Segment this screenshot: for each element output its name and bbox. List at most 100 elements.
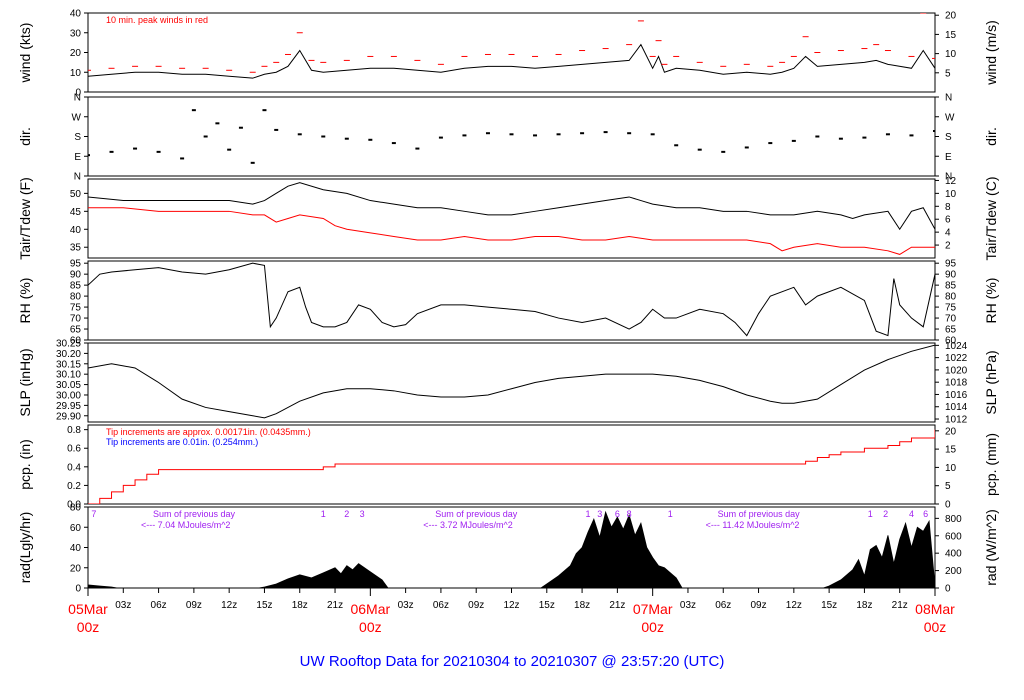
y-tick-label: 0.8: [67, 425, 81, 436]
x-tick-label: 12z: [503, 600, 519, 611]
y-axis-label: SLP (inHg): [17, 348, 33, 416]
series-line-dew: [88, 207, 935, 255]
panel-frame: [87, 424, 936, 505]
y-tick-label: 20: [70, 48, 82, 59]
x-tick-label: 09z: [468, 600, 484, 611]
y-axis-label-right: RH (%): [983, 278, 999, 324]
y-tick-label: 40: [70, 225, 82, 236]
rad-hour-mark: 8: [627, 509, 632, 519]
y-tick-label: 30.05: [56, 380, 81, 391]
x-tick-label: 18z: [292, 600, 308, 611]
y-tick-label: 10: [70, 68, 82, 79]
y-tick-label: 20: [70, 563, 82, 574]
y-tick-label-right: 20: [945, 426, 957, 437]
y-tick-label-right: S: [945, 132, 952, 143]
y-axis-label: wind (kts): [17, 23, 33, 84]
x-day-hour: 00z: [77, 619, 100, 635]
y-tick-label: 30.00: [56, 390, 81, 401]
panel-pcp: 0.0 0.2 0.4 0.6 0.8 0 5 10 15 20 pcp. (in) pcp. (mm…: [17, 424, 999, 511]
series-line-air: [88, 182, 935, 231]
x-tick-label: 12z: [786, 600, 802, 611]
y-tick-label: 40: [70, 543, 82, 554]
rad-sum-value: <--- 7.04 MJoules/m^2: [141, 520, 231, 530]
x-tick-label: 21z: [327, 600, 343, 611]
panel-frame: [87, 96, 936, 177]
panel-wind: 0 10 20 30 40 5 10 15 20 wind (kts) wind (m/s) 10 m…: [17, 9, 999, 99]
y-tick-label-right: 10: [945, 189, 957, 200]
y-tick-label-right: N: [945, 172, 952, 183]
y-tick-label-right: W: [945, 112, 955, 123]
y-axis-label-right: rad (W/m^2): [983, 509, 999, 586]
y-tick-label-right: 60: [945, 336, 957, 347]
y-tick-label-right: 1014: [945, 402, 968, 413]
y-tick-label: 50: [70, 189, 82, 200]
data-layer: [88, 262, 935, 337]
y-axis-label: rad(Lgly/hr): [17, 512, 33, 584]
y-tick-label: 80: [70, 292, 82, 303]
figure-title: UW Rooftop Data for 20210304 to 20210307…: [300, 653, 725, 670]
rad-hour-mark: 1: [585, 509, 590, 519]
panel-temp: 35 40 45 50 2 4 6 8 10 12 Tair/Tdew (F) Tair/Tdew (…: [17, 176, 999, 261]
y-tick-label-right: 5: [945, 481, 951, 492]
x-tick-label: 15z: [256, 600, 272, 611]
rad-sum-label: Sum of previous day: [718, 509, 801, 519]
y-tick-label: 65: [70, 325, 82, 336]
x-tick-label: 21z: [609, 600, 625, 611]
y-tick-label-right: 20: [945, 11, 957, 22]
series-line-main: [88, 262, 935, 337]
y-tick-label: 30.15: [56, 359, 81, 370]
x-day-date: 05Mar: [68, 601, 108, 617]
y-tick-label: 0: [75, 584, 81, 595]
series-line-speed: [88, 43, 935, 79]
y-tick-label: 30.10: [56, 370, 81, 381]
y-tick-label-right: N: [945, 93, 952, 104]
y-tick-label: 29.95: [56, 401, 81, 412]
y-tick-label-right: E: [945, 152, 952, 163]
rad-hour-mark: 1: [668, 509, 673, 519]
y-tick-label-right: 15: [945, 445, 957, 456]
x-tick-label: 18z: [856, 600, 872, 611]
y-tick-label-right: 1012: [945, 415, 968, 426]
y-tick-label-right: 4: [945, 228, 951, 239]
y-tick-label-right: 1022: [945, 353, 968, 364]
y-tick-label: 90: [70, 270, 82, 281]
x-tick-label: 15z: [539, 600, 555, 611]
y-tick-label: 70: [70, 314, 82, 325]
panel-annotation: 10 min. peak winds in red: [106, 15, 208, 25]
x-tick-label: 21z: [892, 600, 908, 611]
y-tick-label: 75: [70, 303, 82, 314]
data-layer: [88, 109, 935, 164]
y-axis-label: dir.: [17, 127, 33, 146]
y-axis-label-right: wind (m/s): [983, 20, 999, 86]
rad-hour-mark: 6: [615, 509, 620, 519]
time-axis: 03z 06z 09z 12z 15z 18z 21z 03z 06z 09z 12z 15z 18z 2…: [68, 588, 955, 635]
y-tick-label-right: 90: [945, 270, 957, 281]
y-tick-label-right: 70: [945, 314, 957, 325]
y-axis-label-right: pcp. (mm): [983, 433, 999, 496]
y-tick-label: 85: [70, 281, 82, 292]
data-layer: [88, 429, 935, 504]
y-tick-label-right: 95: [945, 259, 957, 270]
rad-hour-mark: 6: [923, 509, 928, 519]
y-tick-label-right: 0: [945, 500, 951, 511]
rad-hour-mark: 1: [321, 509, 326, 519]
y-tick-label-right: 8: [945, 202, 951, 213]
y-tick-label-right: 1018: [945, 378, 968, 389]
rad-hour-mark: 2: [883, 509, 888, 519]
y-tick-label: 45: [70, 207, 82, 218]
x-day-hour: 00z: [359, 619, 382, 635]
y-tick-label: 30.25: [56, 339, 81, 350]
y-tick-label: 0.6: [67, 444, 81, 455]
panel-frame: [87, 178, 936, 259]
rad-sum-label: Sum of previous day: [153, 509, 236, 519]
x-day-date: 06Mar: [350, 601, 390, 617]
x-tick-label: 15z: [821, 600, 837, 611]
tip-note-red: Tip increments are approx. 0.00171in. (0…: [106, 427, 311, 437]
data-layer: [88, 13, 935, 79]
y-tick-label-right: 12: [945, 176, 957, 187]
x-tick-label: 09z: [186, 600, 202, 611]
